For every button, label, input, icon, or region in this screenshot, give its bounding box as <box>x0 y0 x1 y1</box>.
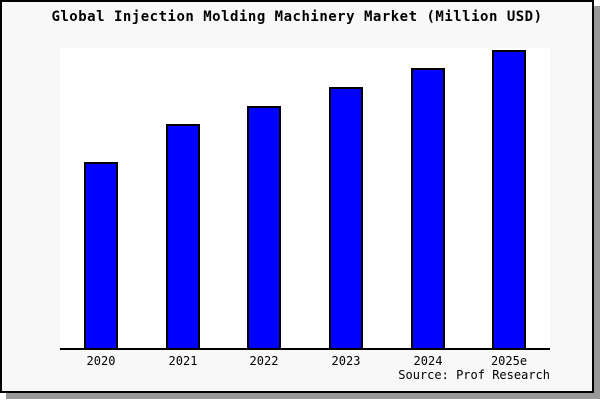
bar-2020 <box>84 162 118 348</box>
x-tick-label-2021: 2021 <box>168 354 198 368</box>
bar-2024 <box>411 68 445 348</box>
x-tick-label-2022: 2022 <box>249 354 279 368</box>
x-tick-label-2025e: 2025e <box>490 354 528 368</box>
chart-title: Global Injection Molding Machinery Marke… <box>51 9 543 25</box>
plot-area <box>60 48 550 350</box>
source-note: Source: Prof Research <box>398 368 550 382</box>
x-tick-label-2024: 2024 <box>413 354 443 368</box>
bar-2021 <box>166 124 200 348</box>
bar-2022 <box>247 106 281 348</box>
x-axis-labels: 2020 2021 2022 2023 2024 2025e <box>60 354 550 370</box>
bar-2025e <box>492 50 526 348</box>
x-tick-label-2023: 2023 <box>331 354 361 368</box>
chart-frame: Global Injection Molding Machinery Marke… <box>0 0 594 393</box>
x-tick-label-2020: 2020 <box>86 354 116 368</box>
bar-2023 <box>329 87 363 348</box>
